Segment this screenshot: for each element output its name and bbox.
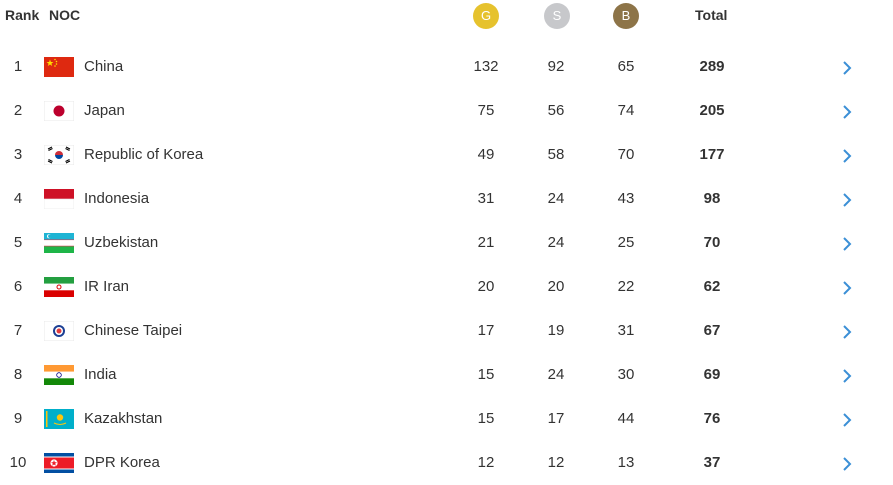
table-row[interactable]: 1 China 132 92 65 289 (0, 45, 893, 89)
table-header: Rank NOC G S B Total (0, 0, 893, 32)
silver-count: 24 (547, 234, 565, 251)
rank-cell: 5 (13, 234, 23, 251)
table-row[interactable]: 10 DPR Korea 12 12 13 37 (0, 441, 893, 485)
silver-medal-icon: S (544, 3, 570, 29)
bronze-count: 25 (617, 234, 635, 251)
country-name: Indonesia (84, 190, 150, 207)
bronze-count: 31 (617, 322, 635, 339)
table-row[interactable]: 5 Uzbekistan 21 24 25 70 (0, 221, 893, 265)
rank-column-header: Rank (5, 7, 40, 23)
chevron-right-icon[interactable] (840, 455, 854, 473)
chevron-right-icon[interactable] (840, 191, 854, 209)
total-count: 70 (703, 234, 721, 251)
country-name: Japan (84, 102, 125, 119)
bronze-count: 13 (617, 454, 635, 471)
bronze-count: 70 (617, 146, 635, 163)
table-row[interactable]: 2 Japan 75 56 74 205 (0, 89, 893, 133)
kazakhstan-flag-icon (44, 409, 74, 429)
total-count: 37 (703, 454, 721, 471)
dpr-korea-flag-icon (44, 453, 74, 473)
chevron-right-icon[interactable] (840, 103, 854, 121)
total-count: 289 (699, 58, 725, 75)
rank-cell: 7 (13, 322, 23, 339)
rank-cell: 3 (13, 146, 23, 163)
chevron-right-icon[interactable] (840, 147, 854, 165)
bronze-count: 30 (617, 366, 635, 383)
chevron-right-icon[interactable] (840, 367, 854, 385)
country-name: India (84, 366, 117, 383)
gold-count: 15 (477, 410, 495, 427)
total-count: 205 (699, 102, 725, 119)
iran-flag-icon (44, 277, 74, 297)
total-count: 67 (703, 322, 721, 339)
rank-cell: 9 (13, 410, 23, 427)
silver-count: 17 (547, 410, 565, 427)
total-count: 76 (703, 410, 721, 427)
country-name: Kazakhstan (84, 410, 163, 427)
gold-count: 15 (477, 366, 495, 383)
total-column-header: Total (695, 7, 728, 23)
total-count: 62 (703, 278, 721, 295)
country-name: DPR Korea (84, 454, 160, 471)
silver-count: 92 (547, 58, 565, 75)
table-row[interactable]: 3 Republic of Korea 49 58 70 177 (0, 133, 893, 177)
noc-column-header: NOC (49, 7, 81, 23)
country-name: China (84, 58, 124, 75)
rank-cell: 4 (13, 190, 23, 207)
silver-count: 19 (547, 322, 565, 339)
total-count: 69 (703, 366, 721, 383)
gold-count: 132 (473, 58, 499, 75)
rank-cell: 6 (13, 278, 23, 295)
gold-count: 20 (477, 278, 495, 295)
rank-cell: 8 (13, 366, 23, 383)
rank-cell: 10 (9, 454, 27, 471)
silver-count: 20 (547, 278, 565, 295)
bronze-count: 44 (617, 410, 635, 427)
chevron-right-icon[interactable] (840, 411, 854, 429)
chevron-right-icon[interactable] (840, 279, 854, 297)
india-flag-icon (44, 365, 74, 385)
silver-count: 12 (547, 454, 565, 471)
country-name: IR Iran (84, 278, 130, 295)
silver-count: 56 (547, 102, 565, 119)
country-name: Republic of Korea (84, 146, 204, 163)
gold-count: 31 (477, 190, 495, 207)
gold-count: 12 (477, 454, 495, 471)
gold-count: 49 (477, 146, 495, 163)
table-row[interactable]: 8 India 15 24 30 69 (0, 353, 893, 397)
korea-flag-icon (44, 145, 74, 165)
table-row[interactable]: 4 Indonesia 31 24 43 98 (0, 177, 893, 221)
rank-cell: 1 (13, 58, 23, 75)
country-name: Uzbekistan (84, 234, 159, 251)
table-row[interactable]: 7 Chinese Taipei 17 19 31 67 (0, 309, 893, 353)
silver-count: 24 (547, 190, 565, 207)
gold-count: 17 (477, 322, 495, 339)
uzbekistan-flag-icon (44, 233, 74, 253)
bronze-count: 74 (617, 102, 635, 119)
silver-count: 58 (547, 146, 565, 163)
japan-flag-icon (44, 101, 74, 121)
chinese-taipei-flag-icon (44, 321, 74, 341)
table-row[interactable]: 6 IR Iran 20 20 22 62 (0, 265, 893, 309)
bronze-count: 65 (617, 58, 635, 75)
bronze-medal-icon: B (613, 3, 639, 29)
bronze-count: 43 (617, 190, 635, 207)
bronze-count: 22 (617, 278, 635, 295)
total-count: 177 (699, 146, 725, 163)
chevron-right-icon[interactable] (840, 323, 854, 341)
gold-count: 21 (477, 234, 495, 251)
chevron-right-icon[interactable] (840, 59, 854, 77)
indonesia-flag-icon (44, 189, 74, 209)
gold-medal-icon: G (473, 3, 499, 29)
total-count: 98 (703, 190, 721, 207)
silver-count: 24 (547, 366, 565, 383)
country-name: Chinese Taipei (84, 322, 183, 339)
china-flag-icon (44, 57, 74, 77)
chevron-right-icon[interactable] (840, 235, 854, 253)
rank-cell: 2 (13, 102, 23, 119)
table-row[interactable]: 9 Kazakhstan 15 17 44 76 (0, 397, 893, 441)
gold-count: 75 (477, 102, 495, 119)
